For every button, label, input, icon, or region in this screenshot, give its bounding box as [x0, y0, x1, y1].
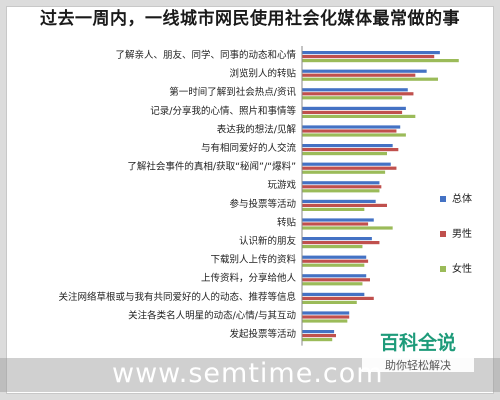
bar-男性-6	[302, 166, 397, 170]
chart-title: 过去一周内，一线城市网民使用社会化媒体最常做的事	[40, 9, 460, 29]
bar-女性-4	[302, 133, 406, 137]
bar-总体-6	[302, 162, 391, 166]
bar-男性-4	[302, 129, 397, 133]
bar-总体-15	[302, 330, 335, 334]
bar-男性-3	[302, 110, 403, 114]
bar-总体-12	[302, 274, 367, 278]
legend-swatch-总体	[440, 196, 446, 202]
bar-女性-15	[302, 338, 333, 342]
legend-swatch-女性	[440, 266, 446, 272]
bar-总体-10	[302, 237, 372, 241]
category-label: 记录/分享我的心情、照片和事情等	[150, 105, 296, 117]
bar-总体-7	[302, 181, 380, 185]
bar-女性-6	[302, 170, 386, 174]
bar-男性-0	[302, 55, 435, 59]
bar-女性-9	[302, 226, 393, 230]
bar-总体-0	[302, 51, 440, 55]
category-label: 玩游戏	[267, 179, 296, 191]
bar-总体-2	[302, 88, 408, 92]
logo-sub-text: 助你轻松解决	[385, 359, 451, 372]
bar-男性-1	[302, 73, 416, 77]
category-label: 浏览别人的转贴	[229, 68, 296, 80]
bar-男性-2	[302, 92, 414, 96]
category-label: 参与投票等活动	[229, 198, 296, 210]
bar-女性-11	[302, 263, 365, 267]
bar-总体-5	[302, 144, 393, 148]
bar-女性-0	[302, 59, 459, 63]
bar-男性-7	[302, 185, 382, 189]
category-label: 了解亲人、朋友、同学、同事的动态和心情	[115, 49, 296, 61]
category-label: 发起投票等活动	[229, 328, 296, 340]
bar-男性-13	[302, 296, 374, 300]
bar-男性-8	[302, 203, 387, 207]
bar-女性-10	[302, 245, 363, 249]
legend-label: 男性	[452, 227, 472, 240]
watermark-text: www.semtime.com	[112, 358, 384, 389]
category-label: 下载别人上传的资料	[210, 254, 296, 266]
bar-女性-8	[302, 207, 365, 211]
legend-label: 总体	[452, 192, 472, 205]
logo-main-text: 百科全说	[379, 332, 456, 354]
bar-女性-14	[302, 319, 348, 323]
bar-女性-3	[302, 114, 416, 118]
category-label: 第一时间了解到社会热点/资讯	[169, 86, 296, 98]
bar-男性-14	[302, 315, 350, 319]
legend-label: 女性	[452, 262, 472, 275]
bar-男性-12	[302, 278, 370, 282]
category-label: 与有相同爱好的人交流	[201, 142, 297, 154]
site-logo: 百科全说 助你轻松解决	[362, 326, 474, 372]
category-label: 表达我的想法/见解	[217, 123, 297, 135]
category-label: 关注网络草根或与我有共同爱好的人的动态、推荐等信息	[58, 291, 296, 303]
category-label: 关注各类名人明星的动态/心情/与其互动	[128, 309, 296, 321]
category-label: 上传资料，分享给他人	[201, 272, 297, 284]
bar-总体-8	[302, 199, 376, 203]
bar-男性-15	[302, 334, 336, 338]
bar-女性-1	[302, 77, 438, 81]
bar-男性-11	[302, 259, 369, 263]
bar-总体-4	[302, 125, 401, 129]
bar-总体-13	[302, 292, 365, 296]
bar-女性-13	[302, 300, 357, 304]
bar-男性-5	[302, 148, 399, 152]
bar-男性-9	[302, 222, 369, 226]
bar-总体-9	[302, 218, 374, 222]
bar-男性-10	[302, 241, 380, 245]
bar-女性-7	[302, 189, 380, 193]
bar-总体-3	[302, 106, 406, 110]
category-label: 了解社会事件的真相/获取“秘闻”/“爆料”	[127, 161, 296, 173]
category-label: 认识新的朋友	[239, 235, 297, 247]
bar-总体-11	[302, 255, 367, 259]
legend-swatch-男性	[440, 231, 446, 237]
bar-女性-12	[302, 282, 363, 286]
bar-女性-2	[302, 96, 403, 100]
bar-总体-14	[302, 311, 350, 315]
category-label: 转贴	[277, 216, 297, 228]
bar-女性-5	[302, 152, 387, 156]
bar-总体-1	[302, 69, 427, 73]
